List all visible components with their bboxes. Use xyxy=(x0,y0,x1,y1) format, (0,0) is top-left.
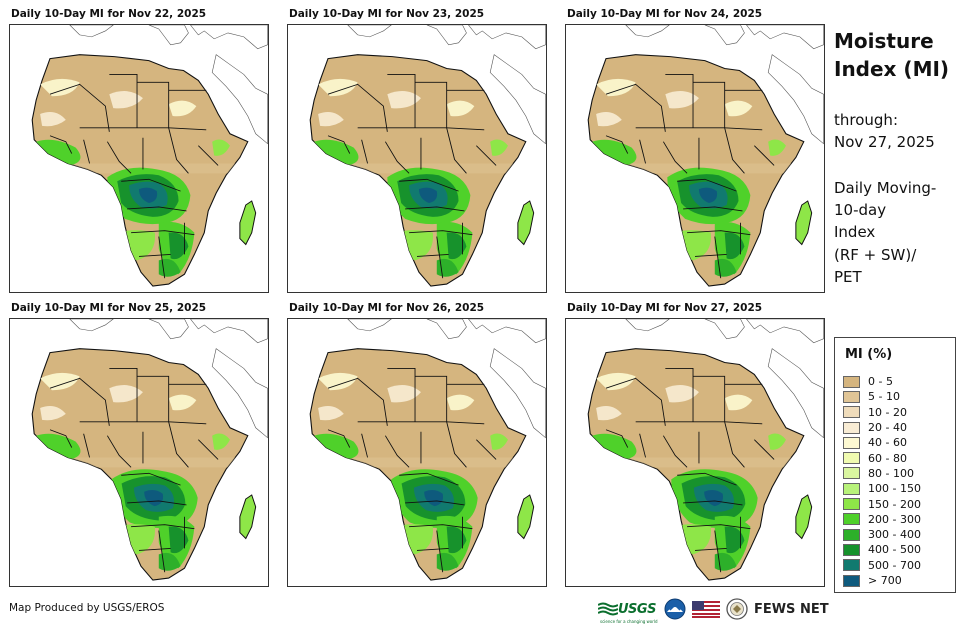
map-frame xyxy=(287,24,547,293)
panel-title: Daily 10-Day MI for Nov 24, 2025 xyxy=(567,8,763,20)
legend-title: MI (%) xyxy=(845,347,893,362)
africa-map-icon xyxy=(309,319,546,581)
legend-item: 400 - 500 xyxy=(843,542,921,557)
description-block: Daily Moving- 10-day Index xyxy=(834,177,936,243)
legend-label: 0 - 5 xyxy=(868,375,893,389)
map-panel-6: Daily 10-Day MI for Nov 27, 2025 xyxy=(565,302,825,587)
description-line-2: 10-day xyxy=(834,201,887,219)
legend-item: 40 - 60 xyxy=(843,435,921,450)
panel-title: Daily 10-Day MI for Nov 23, 2025 xyxy=(289,8,485,20)
legend-label: 200 - 300 xyxy=(868,512,921,526)
legend-item: 100 - 150 xyxy=(843,481,921,496)
map-panel-4: Daily 10-Day MI for Nov 25, 2025 xyxy=(9,302,269,587)
side-title: Moisture Index (MI) xyxy=(834,27,949,83)
description-line-3: Index xyxy=(834,223,876,241)
map-panel-3: Daily 10-Day MI for Nov 24, 2025 xyxy=(565,8,825,293)
legend-label: 40 - 60 xyxy=(868,436,907,450)
usgs-wordmark: USGS xyxy=(618,601,656,617)
legend-swatch xyxy=(843,574,860,587)
map-panel-2: Daily 10-Day MI for Nov 23, 2025 xyxy=(287,8,547,293)
usgs-tagline: science for a changing world xyxy=(600,618,658,624)
map-panel-5: Daily 10-Day MI for Nov 26, 2025 xyxy=(287,302,547,587)
legend-item: 80 - 100 xyxy=(843,466,921,481)
legend-label: 80 - 100 xyxy=(868,466,914,480)
fews-net-wordmark: FEWS NET xyxy=(753,601,829,617)
legend-label: 500 - 700 xyxy=(868,558,921,572)
panel-title: Daily 10-Day MI for Nov 27, 2025 xyxy=(567,302,763,314)
map-frame xyxy=(565,318,825,587)
state-department-seal-icon xyxy=(726,598,748,620)
legend-swatch xyxy=(843,436,860,449)
africa-map-icon xyxy=(31,25,268,287)
panel-title: Daily 10-Day MI for Nov 25, 2025 xyxy=(11,302,207,314)
side-title-line-2: Index (MI) xyxy=(834,57,950,81)
legend-item: > 700 xyxy=(843,573,921,588)
legend-swatch xyxy=(843,498,860,511)
logo-strip: USGS science for a changing world FEWS N… xyxy=(598,598,829,624)
legend-label: 60 - 80 xyxy=(868,451,907,465)
map-frame xyxy=(9,318,269,587)
formula-block: (RF + SW)/ PET xyxy=(834,244,916,288)
legend-swatch xyxy=(843,513,860,526)
usgs-wave-icon xyxy=(598,602,618,616)
legend-swatch xyxy=(843,390,860,403)
legend-item: 200 - 300 xyxy=(843,512,921,527)
africa-map-icon xyxy=(31,319,268,581)
map-frame xyxy=(565,24,825,293)
legend-item: 0 - 5 xyxy=(843,374,921,389)
legend-label: 5 - 10 xyxy=(868,390,900,404)
legend-item: 300 - 400 xyxy=(843,527,921,542)
legend-label: 10 - 20 xyxy=(868,405,907,419)
legend-item: 5 - 10 xyxy=(843,389,921,404)
usgs-logo-icon: USGS science for a changing world xyxy=(598,601,658,624)
legend-item: 150 - 200 xyxy=(843,496,921,511)
through-block: through: Nov 27, 2025 xyxy=(834,109,935,153)
panel-title: Daily 10-Day MI for Nov 26, 2025 xyxy=(289,302,485,314)
legend-label: 400 - 500 xyxy=(868,543,921,557)
legend-item: 20 - 40 xyxy=(843,420,921,435)
legend-label: 20 - 40 xyxy=(868,421,907,435)
legend-swatch xyxy=(843,421,860,434)
legend-swatch xyxy=(843,375,860,388)
noaa-logo-icon xyxy=(664,598,686,620)
africa-map-icon xyxy=(587,25,824,287)
map-panel-1: Daily 10-Day MI for Nov 22, 2025 xyxy=(9,8,269,293)
panel-title: Daily 10-Day MI for Nov 22, 2025 xyxy=(11,8,207,20)
legend-swatch xyxy=(843,406,860,419)
legend-item: 60 - 80 xyxy=(843,450,921,465)
map-credit: Map Produced by USGS/EROS xyxy=(9,602,165,614)
legend-label: 300 - 400 xyxy=(868,528,921,542)
legend-label: 100 - 150 xyxy=(868,482,921,496)
legend-swatch xyxy=(843,543,860,556)
legend-swatch xyxy=(843,467,860,480)
africa-map-icon xyxy=(587,319,824,581)
through-label: through: xyxy=(834,111,898,129)
description-line-1: Daily Moving- xyxy=(834,179,937,197)
map-frame xyxy=(9,24,269,293)
us-flag-icon xyxy=(691,600,720,618)
legend-swatch xyxy=(843,482,860,495)
legend-item: 500 - 700 xyxy=(843,558,921,573)
legend-label: 150 - 200 xyxy=(868,497,921,511)
legend-label: > 700 xyxy=(868,574,902,587)
legend-item: 10 - 20 xyxy=(843,405,921,420)
map-frame xyxy=(287,318,547,587)
side-title-line-1: Moisture xyxy=(834,29,934,53)
legend-swatch xyxy=(843,528,860,541)
legend-swatch xyxy=(843,452,860,465)
legend-swatch xyxy=(843,559,860,572)
formula-line-1: (RF + SW)/ xyxy=(834,246,917,264)
africa-map-icon xyxy=(309,25,546,287)
formula-line-2: PET xyxy=(834,268,862,286)
through-date: Nov 27, 2025 xyxy=(834,133,935,151)
